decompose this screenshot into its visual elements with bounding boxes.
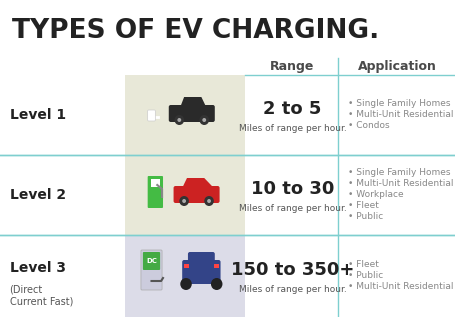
Circle shape bbox=[211, 278, 222, 290]
FancyBboxPatch shape bbox=[173, 186, 219, 203]
Text: • Multi-Unit Residential: • Multi-Unit Residential bbox=[348, 282, 454, 291]
FancyBboxPatch shape bbox=[143, 252, 160, 270]
FancyBboxPatch shape bbox=[125, 155, 245, 235]
Text: • Fleet: • Fleet bbox=[348, 260, 379, 269]
FancyBboxPatch shape bbox=[148, 110, 155, 121]
Text: DC: DC bbox=[146, 258, 157, 264]
FancyBboxPatch shape bbox=[148, 176, 163, 208]
FancyBboxPatch shape bbox=[125, 75, 245, 155]
Bar bbox=[184, 264, 189, 268]
Text: • Single Family Homes: • Single Family Homes bbox=[348, 168, 451, 177]
Bar bbox=[214, 264, 219, 268]
Text: • Single Family Homes: • Single Family Homes bbox=[348, 99, 451, 108]
Text: 10 to 30: 10 to 30 bbox=[251, 180, 334, 198]
Text: • Public: • Public bbox=[348, 271, 383, 280]
Text: Level 2: Level 2 bbox=[9, 188, 66, 202]
Circle shape bbox=[182, 199, 186, 203]
Text: • Multi-Unit Residential: • Multi-Unit Residential bbox=[348, 179, 454, 188]
Polygon shape bbox=[182, 178, 214, 188]
Text: Miles of range per hour.: Miles of range per hour. bbox=[238, 204, 346, 213]
Text: • Condos: • Condos bbox=[348, 121, 390, 130]
Text: Level 1: Level 1 bbox=[9, 108, 66, 122]
FancyBboxPatch shape bbox=[169, 105, 215, 122]
Text: • Multi-Unit Residential: • Multi-Unit Residential bbox=[348, 110, 454, 119]
Circle shape bbox=[174, 115, 184, 125]
FancyBboxPatch shape bbox=[188, 252, 215, 266]
Circle shape bbox=[204, 196, 214, 206]
Text: • Fleet: • Fleet bbox=[348, 201, 379, 210]
Text: TYPES OF EV CHARGING.: TYPES OF EV CHARGING. bbox=[11, 18, 379, 44]
Bar bbox=[151, 179, 160, 187]
Polygon shape bbox=[180, 97, 206, 107]
Circle shape bbox=[180, 278, 192, 290]
FancyBboxPatch shape bbox=[125, 235, 245, 317]
Text: Miles of range per hour.: Miles of range per hour. bbox=[238, 285, 346, 294]
Text: 2 to 5: 2 to 5 bbox=[263, 100, 322, 118]
Text: Miles of range per hour.: Miles of range per hour. bbox=[238, 124, 346, 133]
Circle shape bbox=[200, 115, 209, 125]
Text: • Workplace: • Workplace bbox=[348, 190, 404, 199]
Text: Level 3: Level 3 bbox=[9, 261, 65, 275]
Text: • Public: • Public bbox=[348, 212, 383, 221]
Text: 150 to 350+: 150 to 350+ bbox=[231, 261, 354, 279]
FancyBboxPatch shape bbox=[141, 250, 162, 290]
FancyBboxPatch shape bbox=[182, 260, 220, 284]
Text: Application: Application bbox=[358, 60, 437, 73]
Circle shape bbox=[177, 118, 181, 122]
Circle shape bbox=[179, 196, 189, 206]
Circle shape bbox=[202, 118, 206, 122]
Circle shape bbox=[207, 199, 211, 203]
Text: (Direct
Current Fast): (Direct Current Fast) bbox=[9, 284, 73, 307]
Text: Range: Range bbox=[270, 60, 315, 73]
